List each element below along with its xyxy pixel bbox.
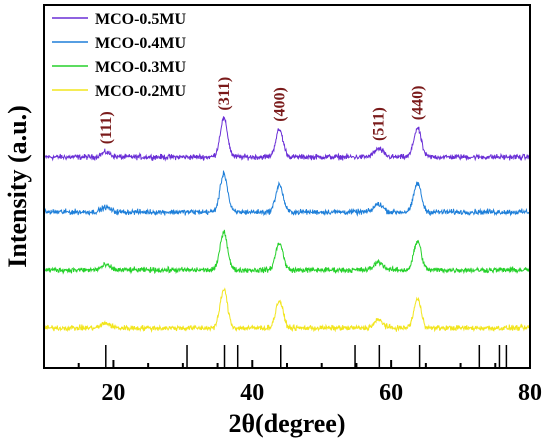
peak-label: (311) — [216, 77, 233, 111]
legend-label: MCO-0.2MU — [95, 83, 187, 100]
legend: MCO-0.5MU MCO-0.4MU MCO-0.3MU MCO-0.2MU — [52, 11, 187, 100]
x-tick-label: 20 — [101, 380, 125, 406]
peak-label: (400) — [271, 87, 288, 122]
x-tick-label: 40 — [240, 380, 264, 406]
series-line-MCO-0.5MU — [43, 116, 531, 162]
x-tick-label: 80 — [518, 380, 542, 406]
legend-label: MCO-0.5MU — [95, 11, 187, 28]
y-axis-title: Intensity (a.u.) — [3, 105, 32, 268]
peak-label: (111) — [98, 111, 115, 144]
peak-label: (511) — [371, 107, 388, 141]
peak-labels: (111) (311) (400) (511) (440) — [98, 77, 427, 144]
peak-label: (440) — [410, 86, 427, 121]
series-line-MCO-0.4MU — [43, 170, 531, 217]
axes — [43, 4, 531, 369]
legend-label: MCO-0.3MU — [95, 59, 187, 76]
x-tick-label: 60 — [379, 380, 403, 406]
x-axis-title: 2θ(degree) — [228, 409, 345, 438]
tick-labels: 20 40 60 80 — [101, 380, 542, 406]
series-line-MCO-0.2MU — [43, 287, 530, 333]
legend-label: MCO-0.4MU — [95, 35, 187, 52]
reference-lines — [105, 345, 508, 368]
series-layer — [43, 116, 531, 333]
series-line-MCO-0.3MU — [43, 229, 530, 275]
